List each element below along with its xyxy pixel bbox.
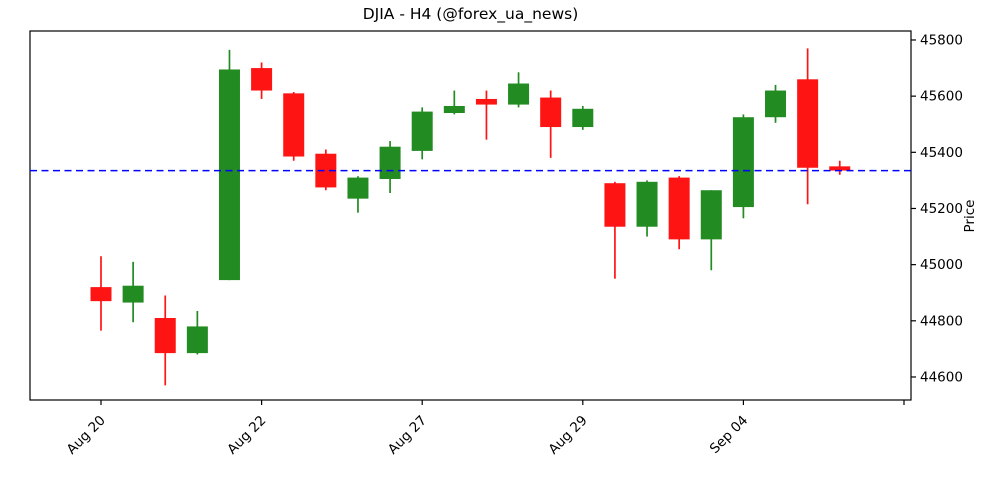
- y-tick-label: 44800: [920, 313, 963, 329]
- candle-body: [572, 108, 594, 128]
- candle-down: [797, 48, 819, 205]
- candle-body: [797, 79, 819, 168]
- candle-down: [668, 176, 690, 250]
- x-tick-label: Sep 04: [707, 413, 751, 457]
- chart-title: DJIA - H4 (@forex_ua_news): [362, 5, 579, 23]
- y-tick-label: 45800: [920, 32, 963, 48]
- candle-down: [283, 91, 305, 161]
- x-tick-label: Aug 22: [224, 413, 269, 458]
- candle-body: [700, 190, 722, 240]
- candle-body: [443, 105, 465, 113]
- candle-down: [251, 62, 273, 99]
- candle-up: [572, 105, 594, 130]
- candle-body: [283, 93, 305, 157]
- candle-body: [218, 69, 240, 281]
- x-tick-label: Aug 27: [385, 413, 430, 458]
- candle-down: [829, 160, 851, 175]
- candle-down: [604, 181, 626, 279]
- plot-frame: [29, 30, 912, 401]
- candle-down: [540, 90, 562, 158]
- candle-up: [218, 49, 240, 281]
- candle-down: [315, 149, 337, 191]
- candle-down: [475, 90, 497, 140]
- y-tick-label: 45200: [920, 201, 963, 217]
- candle-up: [443, 90, 465, 115]
- candle-body: [379, 146, 401, 179]
- candle-body: [732, 117, 754, 208]
- candle-down: [154, 295, 176, 386]
- candle-body: [829, 166, 851, 171]
- y-tick-label: 45600: [920, 89, 963, 105]
- x-tick-label: Aug 29: [545, 413, 590, 458]
- y-tick-label: 45000: [920, 257, 963, 273]
- candle-up: [765, 84, 787, 123]
- candle-body: [122, 285, 144, 303]
- candle-body: [347, 177, 369, 199]
- candle-body: [475, 98, 497, 105]
- candle-up: [732, 114, 754, 219]
- candle-body: [668, 177, 690, 240]
- candle-up: [186, 310, 208, 355]
- candle-body: [251, 68, 273, 91]
- candle-body: [154, 318, 176, 354]
- candle-body: [508, 83, 530, 105]
- x-tick-label: Aug 20: [64, 413, 109, 458]
- candle-up: [508, 72, 530, 108]
- candle-body: [540, 97, 562, 128]
- candle-body: [636, 181, 658, 227]
- candle-up: [411, 107, 433, 160]
- candle-up: [379, 141, 401, 194]
- candle-up: [347, 176, 369, 213]
- candle-up: [700, 190, 722, 271]
- y-tick-label: 45400: [920, 145, 963, 161]
- candle-up: [636, 180, 658, 237]
- candle-body: [90, 287, 112, 302]
- candle-body: [765, 90, 787, 118]
- candle-body: [186, 326, 208, 354]
- candle-up: [122, 261, 144, 323]
- candle-down: [90, 256, 112, 331]
- candle-body: [315, 153, 337, 188]
- candle-body: [411, 111, 433, 151]
- candle-body: [604, 183, 626, 227]
- y-tick-label: 44600: [920, 369, 963, 385]
